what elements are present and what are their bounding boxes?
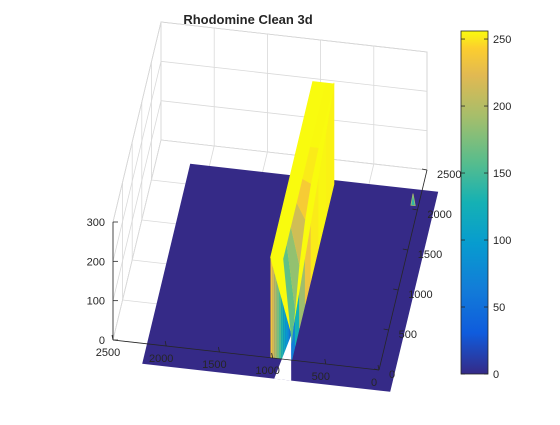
x-tick-mark bbox=[111, 334, 114, 341]
grid-line-z bbox=[112, 21, 428, 223]
grid-line-z bbox=[112, 139, 428, 341]
y-tick-mark bbox=[383, 328, 389, 331]
ridge-front-segment bbox=[281, 296, 284, 360]
ridge-slope-segment bbox=[290, 202, 306, 266]
z-tick-label: 100 bbox=[87, 296, 105, 308]
y-tick-label: 2000 bbox=[427, 209, 451, 221]
grid-line-z bbox=[112, 100, 428, 301]
ridge-front-segment bbox=[276, 280, 279, 359]
colorbar bbox=[460, 30, 489, 375]
ridge-slope-segment bbox=[317, 82, 334, 116]
x-tick-mark bbox=[377, 364, 380, 371]
x-tick-label: 2500 bbox=[96, 347, 120, 359]
grid-line-z bbox=[112, 60, 428, 262]
y-tick-mark bbox=[421, 168, 428, 171]
y-tick-label: 500 bbox=[399, 329, 417, 341]
y-tick-label: 1500 bbox=[418, 249, 442, 261]
y-tick-label: 1000 bbox=[408, 289, 432, 301]
colorbar-tick-label: 250 bbox=[493, 34, 511, 46]
y-axis-line bbox=[378, 169, 428, 371]
x-tick-label: 0 bbox=[371, 377, 377, 389]
ridge-front-segment bbox=[270, 257, 273, 358]
ridge-front-segment bbox=[272, 265, 275, 359]
ridge-slope-segment bbox=[302, 146, 319, 184]
colorbar-tick-label: 0 bbox=[493, 369, 499, 381]
ridge-notch bbox=[274, 335, 292, 381]
ridge-slope-segment bbox=[286, 226, 300, 311]
y-tick-mark bbox=[402, 248, 408, 251]
colorbar-tick-label: 200 bbox=[493, 101, 511, 113]
x-tick-label: 2000 bbox=[149, 353, 173, 365]
x-tick-label: 1000 bbox=[255, 365, 279, 377]
x-tick-mark bbox=[164, 340, 167, 347]
y-tick-label: 2500 bbox=[437, 169, 461, 181]
ridge-slope-segment bbox=[310, 114, 327, 148]
z-tick-label: 200 bbox=[87, 256, 105, 268]
z-tick-label: 0 bbox=[99, 335, 105, 347]
ridge-slope-segment bbox=[283, 244, 296, 345]
ridge-front-segment bbox=[274, 273, 277, 359]
x-tick-label: 500 bbox=[312, 371, 330, 383]
colorbar-tick-label: 150 bbox=[493, 168, 511, 180]
colorbar-tick-label: 100 bbox=[493, 235, 511, 247]
x-tick-label: 1500 bbox=[202, 359, 226, 371]
x-tick-mark bbox=[218, 346, 220, 353]
ridge-front-segment bbox=[279, 288, 282, 359]
x-tick-mark bbox=[271, 352, 273, 359]
chart-title: Rhodomine Clean 3d bbox=[183, 12, 312, 27]
y-tick-mark bbox=[412, 208, 418, 211]
y-tick-mark bbox=[393, 288, 399, 291]
z-tick-label: 300 bbox=[87, 217, 105, 229]
ridge-slope-segment bbox=[296, 178, 311, 220]
surface-small-spike bbox=[410, 193, 416, 207]
y-tick-mark bbox=[373, 368, 380, 371]
x-tick-mark bbox=[324, 358, 327, 365]
ridge-front-segment bbox=[283, 304, 286, 360]
x-axis-line bbox=[112, 339, 380, 371]
y-tick-label: 0 bbox=[389, 369, 395, 381]
colorbar-tick-label: 50 bbox=[493, 302, 505, 314]
